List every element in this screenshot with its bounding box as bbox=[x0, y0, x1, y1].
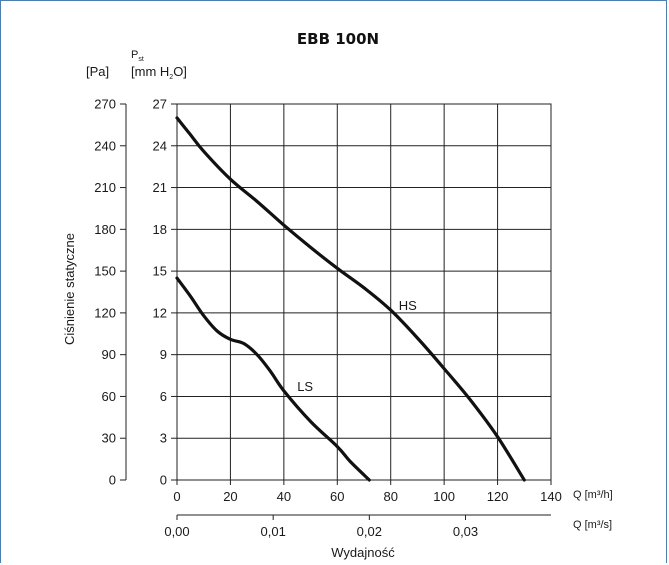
y-tick-label-mm: 12 bbox=[153, 305, 167, 320]
x-unit-m3h: Q [m³/h] bbox=[573, 489, 613, 501]
plot-area bbox=[176, 103, 552, 481]
grid bbox=[176, 103, 552, 481]
y-tick-label-mm: 27 bbox=[153, 97, 167, 112]
series bbox=[175, 116, 526, 482]
y-tick-label-pa: 210 bbox=[94, 180, 116, 195]
series-labels: HS LS bbox=[297, 298, 417, 394]
y-tick-label-pa: 0 bbox=[109, 473, 116, 488]
y-unit-mm: [mm H2O] bbox=[131, 64, 187, 81]
y-tick-label-pa: 90 bbox=[102, 347, 116, 362]
series-label-hs: HS bbox=[399, 298, 417, 313]
chart-title: EBB 100N bbox=[297, 30, 379, 48]
x-tick-label-m3s: 0,00 bbox=[164, 524, 189, 539]
y-tick-label-pa: 60 bbox=[102, 389, 116, 404]
x-tick-label: 120 bbox=[487, 489, 509, 504]
x-unit-m3s: Q [m³/s] bbox=[573, 519, 612, 531]
x-tick-label: 80 bbox=[383, 489, 397, 504]
x-tick-label: 0 bbox=[173, 489, 180, 504]
series-line-hs bbox=[175, 116, 526, 482]
y-unit-pa: [Pa] bbox=[86, 64, 109, 79]
y-tick-label-pa: 30 bbox=[102, 431, 116, 446]
x-axis-label: Wydajność bbox=[331, 545, 395, 560]
y-tick-label-mm: 21 bbox=[153, 180, 167, 195]
x-tick-label-m3s: 0,03 bbox=[453, 524, 478, 539]
y-tick-label-mm: 15 bbox=[153, 264, 167, 279]
y-tick-label-mm: 18 bbox=[153, 222, 167, 237]
y-tick-label-mm: 3 bbox=[160, 431, 167, 446]
x-tick-label: 60 bbox=[330, 489, 344, 504]
y-tick-label-mm: 24 bbox=[153, 138, 167, 153]
y-tick-label-pa: 180 bbox=[94, 222, 116, 237]
y-tick-label-pa: 270 bbox=[94, 97, 116, 112]
x-tick-label: 20 bbox=[223, 489, 237, 504]
series-line-ls bbox=[175, 276, 371, 482]
y-tick-label-mm: 6 bbox=[160, 389, 167, 404]
y-tick-label-mm: 9 bbox=[160, 347, 167, 362]
x-tick-label: 140 bbox=[540, 489, 562, 504]
x-tick-label: 40 bbox=[277, 489, 291, 504]
y-tick-label-pa: 150 bbox=[94, 264, 116, 279]
x-tick-label: 100 bbox=[433, 489, 455, 504]
x-tick-label-m3s: 0,01 bbox=[261, 524, 286, 539]
y-tick-label-pa: 240 bbox=[94, 138, 116, 153]
y-tick-label-pa: 120 bbox=[94, 305, 116, 320]
series-label-ls: LS bbox=[297, 379, 313, 394]
y-axis-label: Ciśnienie statyczne bbox=[62, 233, 77, 345]
y-tick-label-mm: 0 bbox=[160, 473, 167, 488]
y-unit-pst: Pst bbox=[131, 49, 144, 63]
x-tick-label-m3s: 0,02 bbox=[357, 524, 382, 539]
